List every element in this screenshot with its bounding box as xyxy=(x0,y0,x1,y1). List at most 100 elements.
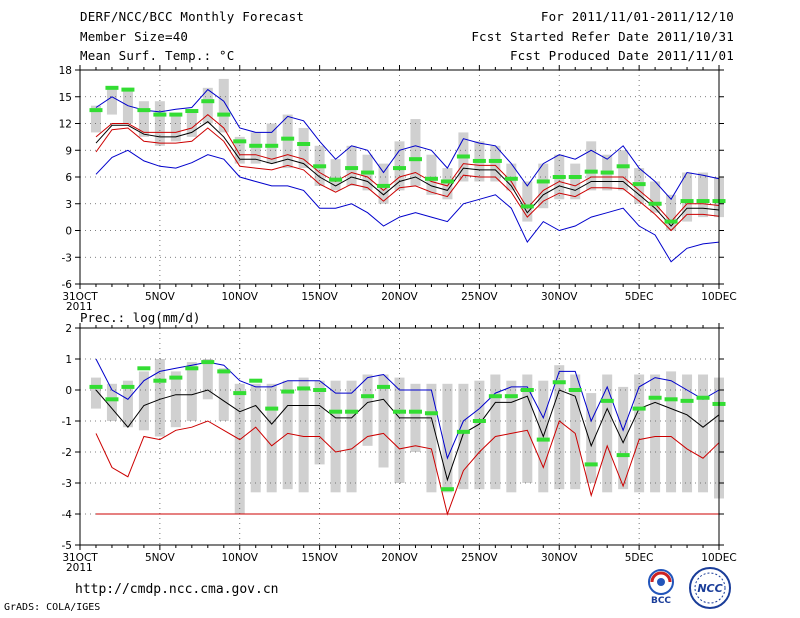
box-bar xyxy=(618,386,629,490)
box-bar xyxy=(474,380,485,490)
chart-title: DERF/NCC/BCC Monthly Forecast xyxy=(80,9,305,24)
ensemble-mean-line xyxy=(95,389,720,482)
box-bar xyxy=(202,359,213,400)
ensemble-marker xyxy=(297,142,311,147)
ensemble-mean-line xyxy=(95,121,720,227)
box-bar xyxy=(442,168,453,200)
x-tick-label: 5NOV xyxy=(145,552,176,564)
box-bar xyxy=(682,172,693,222)
ensemble-marker xyxy=(616,453,630,458)
box-bar xyxy=(522,374,533,483)
box-bar xyxy=(586,393,597,483)
ensemble-marker xyxy=(377,183,391,188)
box-bar xyxy=(602,374,613,493)
ensemble-marker xyxy=(600,170,614,175)
ensemble-marker xyxy=(313,388,327,392)
ensemble-marker xyxy=(121,87,135,92)
x-tick-sublabel: 2011 xyxy=(66,301,93,313)
ensemble-marker xyxy=(664,397,678,402)
box-bar xyxy=(362,374,373,446)
y-tick-label: 15 xyxy=(59,92,72,104)
ensemble-marker xyxy=(584,462,598,467)
ensemble-marker xyxy=(520,204,534,209)
box-bar xyxy=(682,374,693,493)
source-url[interactable]: http://cmdp.ncc.cma.gov.cn xyxy=(75,582,279,597)
box-bar xyxy=(346,380,357,493)
x-tick-label: 5DEC xyxy=(625,291,654,303)
box-bar xyxy=(650,181,661,213)
x-tick-label: 15NOV xyxy=(301,552,338,564)
ensemble-marker xyxy=(217,369,231,374)
box-bar xyxy=(298,377,309,493)
y-tick-label: -5 xyxy=(62,540,72,552)
box-bar xyxy=(490,145,501,182)
box-bar xyxy=(266,383,277,493)
box-bar xyxy=(586,141,597,191)
ensemble-marker xyxy=(600,398,614,403)
y-tick-label: 9 xyxy=(65,145,72,157)
ensemble-marker xyxy=(185,366,199,371)
y-tick-label: 12 xyxy=(59,119,72,131)
ensemble-marker xyxy=(424,411,438,416)
box-bar xyxy=(106,383,117,421)
started-date: Fcst Started Refer Date 2011/10/31 xyxy=(471,29,734,44)
box-bar xyxy=(250,132,261,164)
x-tick-label: 15NOV xyxy=(301,291,338,303)
box-bar xyxy=(298,127,309,169)
ensemble-marker xyxy=(680,398,694,403)
ensemble-marker xyxy=(504,176,518,181)
ensemble-marker xyxy=(281,389,295,394)
ensemble-marker xyxy=(185,109,199,114)
x-tick-label: 31OCT xyxy=(62,552,98,564)
x-tick-label: 5DEC xyxy=(625,552,654,564)
x-tick-label: 25NOV xyxy=(461,291,498,303)
blue-upper-line xyxy=(95,88,720,201)
ensemble-marker xyxy=(265,143,279,148)
box-bar xyxy=(282,114,293,169)
ensemble-marker xyxy=(552,175,566,179)
box-bar xyxy=(170,371,181,428)
ensemble-marker xyxy=(201,99,215,104)
x-tick-label: 10NOV xyxy=(222,291,259,303)
ncc-logo-icon: NCC xyxy=(689,567,731,609)
box-bar xyxy=(442,383,453,493)
box-bar xyxy=(266,123,277,164)
y-tick-label: 3 xyxy=(65,199,72,211)
box-bar xyxy=(122,380,133,428)
variable-label: Mean Surf. Temp.: °C xyxy=(80,48,235,63)
ensemble-marker xyxy=(281,136,295,141)
ensemble-marker xyxy=(472,158,486,163)
box-bar xyxy=(154,359,165,437)
ensemble-marker xyxy=(488,158,502,163)
y-tick-label: -2 xyxy=(62,447,72,459)
ensemble-marker xyxy=(664,219,678,224)
ensemble-marker xyxy=(440,179,454,184)
ensemble-marker xyxy=(297,386,311,391)
box-bar xyxy=(330,380,341,493)
box-bar xyxy=(314,380,325,465)
box-bar xyxy=(106,87,117,115)
box-bar xyxy=(698,374,709,493)
ensemble-marker xyxy=(456,154,470,159)
ensemble-marker xyxy=(504,394,518,399)
y-tick-label: 18 xyxy=(59,65,72,77)
x-tick-label: 10DEC xyxy=(701,552,736,564)
box-bar xyxy=(666,371,677,493)
red-upper-line xyxy=(95,113,720,223)
ensemble-marker xyxy=(696,395,710,400)
ensemble-marker xyxy=(361,394,375,399)
box-bar xyxy=(330,159,341,191)
member-size: Member Size=40 xyxy=(80,29,189,44)
x-tick-label: 10NOV xyxy=(222,552,259,564)
box-bar xyxy=(378,163,389,204)
y-tick-label: -3 xyxy=(62,252,72,264)
x-tick-label: 31OCT xyxy=(62,291,98,303)
y-tick-label: 0 xyxy=(65,226,72,238)
x-tick-label: 5NOV xyxy=(145,291,176,303)
box-bar xyxy=(138,101,149,137)
ensemble-marker xyxy=(456,429,470,434)
ensemble-marker xyxy=(345,409,359,414)
